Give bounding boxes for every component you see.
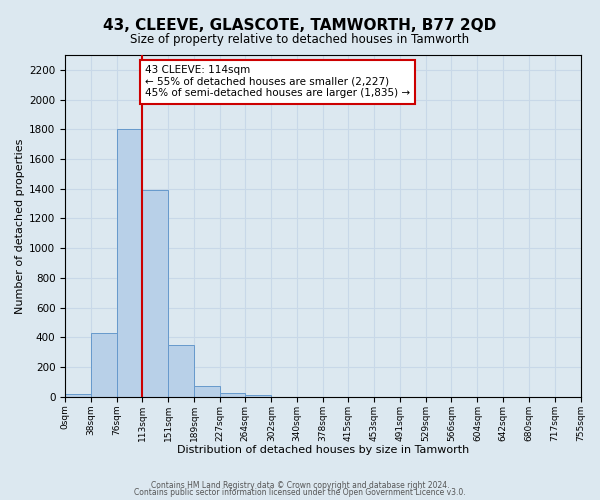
Bar — [65, 394, 91, 397]
Bar — [245, 396, 271, 397]
X-axis label: Distribution of detached houses by size in Tamworth: Distribution of detached houses by size … — [176, 445, 469, 455]
Text: 43 CLEEVE: 114sqm
← 55% of detached houses are smaller (2,227)
45% of semi-detac: 43 CLEEVE: 114sqm ← 55% of detached hous… — [145, 66, 410, 98]
Bar — [142, 190, 168, 397]
Bar — [117, 130, 142, 397]
Text: 43, CLEEVE, GLASCOTE, TAMWORTH, B77 2QD: 43, CLEEVE, GLASCOTE, TAMWORTH, B77 2QD — [103, 18, 497, 32]
Bar — [194, 386, 220, 397]
Text: Contains public sector information licensed under the Open Government Licence v3: Contains public sector information licen… — [134, 488, 466, 497]
Bar — [220, 393, 245, 397]
Bar — [168, 345, 194, 397]
Y-axis label: Number of detached properties: Number of detached properties — [15, 138, 25, 314]
Text: Size of property relative to detached houses in Tamworth: Size of property relative to detached ho… — [130, 32, 470, 46]
Text: Contains HM Land Registry data © Crown copyright and database right 2024.: Contains HM Land Registry data © Crown c… — [151, 480, 449, 490]
Bar — [91, 333, 117, 397]
